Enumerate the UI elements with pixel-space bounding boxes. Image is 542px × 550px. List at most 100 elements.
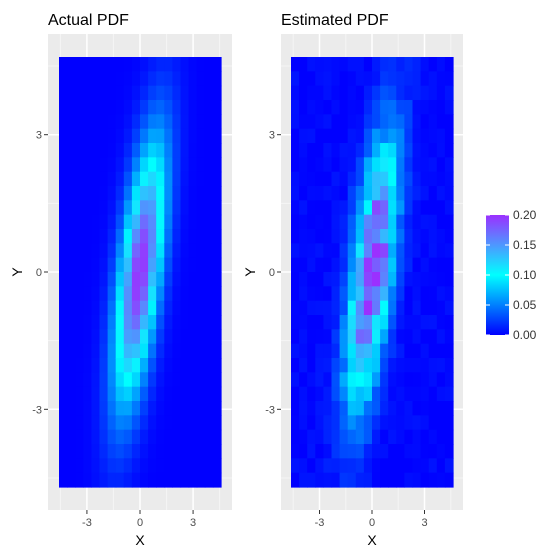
- heatmap-cell: [164, 128, 173, 144]
- heatmap-cell: [204, 200, 214, 216]
- heatmap-cell: [59, 444, 68, 459]
- heatmap-cell: [380, 229, 389, 244]
- heatmap-cell: [299, 57, 308, 72]
- heatmap-cell: [83, 472, 92, 488]
- heatmap-cell: [196, 372, 206, 388]
- heatmap-cell: [59, 157, 68, 173]
- heatmap-cell: [307, 186, 316, 201]
- heatmap-cell: [372, 329, 381, 345]
- heatmap-cell: [372, 315, 381, 330]
- heatmap-cell: [363, 315, 373, 330]
- heatmap-cell: [188, 229, 198, 244]
- heatmap-cell: [396, 128, 405, 144]
- heatmap-cell: [75, 257, 84, 273]
- heatmap-cell: [404, 472, 414, 488]
- heatmap-cell: [388, 85, 397, 101]
- heatmap-cell: [131, 114, 141, 130]
- heatmap-cell: [412, 71, 422, 87]
- heatmap-cell: [91, 157, 101, 173]
- heatmap-cell: [140, 372, 149, 388]
- heatmap-cell: [164, 143, 173, 158]
- heatmap-cell: [444, 415, 454, 431]
- heatmap-cell: [444, 472, 454, 488]
- heatmap-cell: [204, 157, 214, 173]
- heatmap-cell: [204, 272, 214, 287]
- heatmap-cell: [99, 100, 109, 115]
- heatmap-cell: [331, 444, 341, 459]
- heatmap-cell: [436, 415, 446, 431]
- heatmap-cell: [428, 444, 438, 459]
- heatmap-cell: [363, 186, 373, 201]
- heatmap-cell: [444, 257, 454, 273]
- heatmap-cell: [75, 300, 84, 316]
- heatmap-cell: [83, 57, 92, 72]
- heatmap-cell: [91, 57, 101, 72]
- heatmap-cell: [196, 458, 206, 474]
- heatmap-cell: [212, 114, 222, 130]
- heatmap-cell: [388, 429, 397, 445]
- heatmap-cell: [420, 229, 430, 244]
- heatmap-cell: [107, 243, 117, 259]
- heatmap-cell: [156, 243, 165, 259]
- heatmap-cell: [140, 286, 149, 302]
- heatmap-cell: [363, 286, 373, 302]
- heatmap-cell: [396, 415, 405, 431]
- heatmap-cell: [347, 401, 357, 416]
- heatmap-cell: [156, 85, 165, 101]
- heatmap-cell: [67, 329, 76, 345]
- heatmap-cell: [115, 415, 125, 431]
- heatmap-cell: [99, 372, 109, 388]
- heatmap-cell: [75, 286, 84, 302]
- heatmap-cell: [91, 286, 101, 302]
- heatmap-cell: [59, 57, 68, 72]
- heatmap-cell: [59, 372, 68, 388]
- heatmap-cell: [315, 243, 324, 259]
- heatmap-cell: [436, 71, 446, 87]
- heatmap-cell: [67, 286, 76, 302]
- heatmap-cell: [196, 71, 206, 87]
- heatmap-cell: [212, 415, 222, 431]
- heatmap-cell: [428, 257, 438, 273]
- heatmap-cell: [131, 458, 141, 474]
- heatmap-cell: [99, 472, 109, 488]
- heatmap-cell: [355, 358, 365, 373]
- heatmap-cell: [339, 229, 349, 244]
- heatmap-cell: [299, 372, 308, 388]
- heatmap-cell: [131, 401, 141, 416]
- heatmap-cell: [428, 372, 438, 388]
- heatmap-cell: [196, 272, 206, 287]
- heatmap-cell: [444, 100, 454, 115]
- heatmap-cell: [299, 157, 308, 173]
- heatmap-cell: [428, 429, 438, 445]
- heatmap-cell: [156, 401, 165, 416]
- heatmap-cell: [363, 171, 373, 187]
- heatmap-cell: [115, 444, 125, 459]
- heatmap-cell: [404, 100, 414, 115]
- x-tick-label: 0: [369, 517, 375, 529]
- heatmap-cell: [156, 300, 165, 316]
- heatmap-cell: [67, 458, 76, 474]
- heatmap-cell: [380, 100, 389, 115]
- heatmap-cell: [291, 186, 300, 201]
- heatmap-cell: [204, 143, 214, 158]
- heatmap-cell: [123, 243, 133, 259]
- heatmap-cell: [372, 157, 381, 173]
- heatmap-cell: [339, 200, 349, 216]
- heatmap-cell: [323, 386, 333, 402]
- heatmap-cell: [131, 100, 141, 115]
- heatmap-cell: [412, 444, 422, 459]
- heatmap-cell: [372, 229, 381, 244]
- heatmap-cell: [212, 229, 222, 244]
- heatmap-cell: [315, 57, 324, 72]
- heatmap-cell: [188, 171, 198, 187]
- heatmap-cell: [331, 200, 341, 216]
- heatmap-cell: [291, 286, 300, 302]
- heatmap-cell: [412, 100, 422, 115]
- heatmap-cell: [131, 257, 141, 273]
- heatmap-cell: [148, 229, 157, 244]
- heatmap-cell: [355, 401, 365, 416]
- heatmap-cell: [372, 472, 381, 488]
- heatmap-cell: [307, 143, 316, 158]
- heatmap-cell: [339, 415, 349, 431]
- heatmap-cell: [331, 372, 341, 388]
